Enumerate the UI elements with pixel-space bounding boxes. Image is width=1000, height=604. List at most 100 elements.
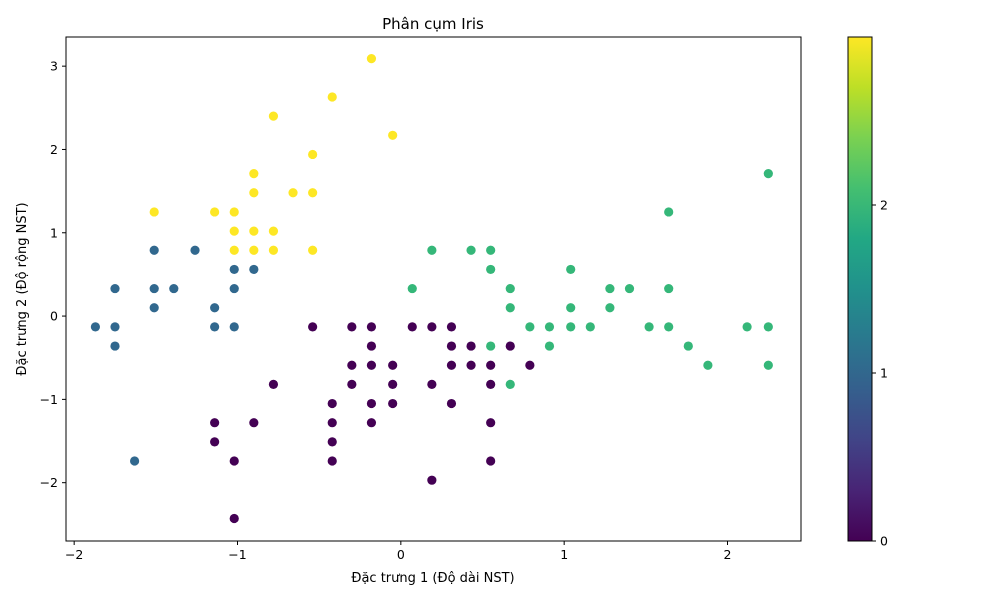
scatter-point	[466, 360, 476, 370]
scatter-point	[327, 92, 337, 102]
scatter-point	[110, 322, 120, 332]
scatter-point	[683, 341, 693, 351]
scatter-point	[249, 188, 259, 198]
scatter-point	[308, 322, 318, 332]
scatter-point	[169, 283, 179, 294]
scatter-point	[703, 360, 713, 370]
scatter-point	[210, 303, 220, 313]
chart-title: Phân cụm Iris	[382, 15, 484, 33]
scatter-point	[466, 245, 476, 255]
scatter-point	[288, 188, 298, 198]
y-tick-label: −1	[40, 392, 58, 407]
x-tick-label: −1	[228, 547, 246, 562]
scatter-point	[249, 245, 259, 255]
scatter-point	[624, 283, 635, 294]
scatter-point	[149, 283, 159, 294]
scatter-point	[229, 283, 239, 294]
scatter-point	[486, 245, 496, 255]
y-tick-label: 1	[50, 225, 58, 240]
scatter-point	[388, 398, 398, 409]
x-tick-label: 0	[397, 547, 405, 562]
scatter-point	[486, 456, 496, 466]
scatter-point	[525, 360, 535, 370]
scatter-point	[268, 226, 279, 236]
scatter-point	[210, 207, 220, 217]
scatter-point	[566, 264, 576, 275]
scatter-point	[605, 283, 615, 294]
scatter-point	[327, 437, 337, 447]
scatter-point	[327, 418, 337, 428]
scatter-point	[268, 379, 279, 389]
scatter-point	[149, 207, 159, 217]
scatter-point	[366, 360, 377, 370]
scatter-point	[388, 360, 398, 370]
scatter-point	[505, 303, 515, 313]
scatter-point	[327, 398, 337, 409]
colorbar-tick-label: 0	[880, 534, 888, 549]
scatter-point	[347, 360, 357, 370]
y-tick-label: 0	[50, 309, 58, 324]
scatter-point	[308, 245, 318, 255]
scatter-point	[210, 322, 220, 332]
scatter-point	[229, 207, 239, 217]
scatter-point	[763, 169, 773, 179]
scatter-point	[130, 456, 140, 466]
scatter-point	[446, 341, 457, 351]
scatter-point	[427, 322, 437, 332]
scatter-point	[427, 475, 437, 485]
scatter-point	[210, 418, 220, 428]
x-axis-ticks: −2 −1 0 1 2	[65, 541, 732, 562]
plot-area-frame	[65, 36, 802, 542]
scatter-point	[268, 245, 279, 255]
scatter-point	[486, 264, 496, 275]
scatter-point	[763, 322, 773, 332]
scatter-point	[566, 322, 576, 332]
scatter-point	[347, 379, 357, 389]
scatter-point	[366, 418, 377, 428]
scatter-point	[427, 245, 437, 255]
scatter-point	[249, 418, 259, 428]
scatter-point	[605, 303, 615, 313]
scatter-point	[505, 341, 515, 351]
scatter-point	[366, 54, 377, 64]
scatter-point	[486, 418, 496, 428]
scatter-point	[407, 322, 417, 332]
x-tick-label: 1	[560, 547, 568, 562]
scatter-point	[149, 245, 159, 255]
y-tick-label: 3	[50, 59, 58, 74]
scatter-point	[347, 322, 357, 332]
scatter-point	[486, 341, 496, 351]
scatter-point	[229, 245, 239, 255]
x-tick-label: 2	[724, 547, 732, 562]
scatter-point	[644, 322, 654, 332]
scatter-point	[525, 322, 535, 332]
scatter-point	[229, 264, 239, 275]
scatter-point	[446, 322, 457, 332]
scatter-point	[664, 322, 674, 332]
scatter-point	[505, 283, 515, 294]
scatter-point	[249, 169, 259, 179]
scatter-point	[249, 226, 259, 236]
y-tick-label: 2	[50, 142, 58, 157]
scatter-point	[544, 341, 555, 351]
scatter-point	[664, 207, 674, 217]
scatter-point	[407, 283, 417, 294]
colorbar-frame	[847, 36, 873, 542]
scatter-point	[366, 341, 377, 351]
scatter-point	[388, 130, 398, 140]
scatter-point	[446, 398, 457, 409]
scatter-point	[763, 360, 773, 370]
scatter-point	[268, 111, 279, 121]
y-tick-label: −2	[40, 475, 58, 490]
x-axis-label: Đặc trưng 1 (Độ dài NST)	[351, 571, 514, 586]
scatter-point	[229, 226, 239, 236]
scatter-point	[742, 322, 752, 332]
y-axis-ticks: −2 −1 0 1 2 3	[40, 59, 66, 490]
scatter-point	[210, 437, 220, 447]
scatter-point	[664, 283, 674, 294]
scatter-point	[229, 513, 239, 524]
scatter-point	[486, 379, 496, 389]
scatter-point	[190, 245, 200, 255]
